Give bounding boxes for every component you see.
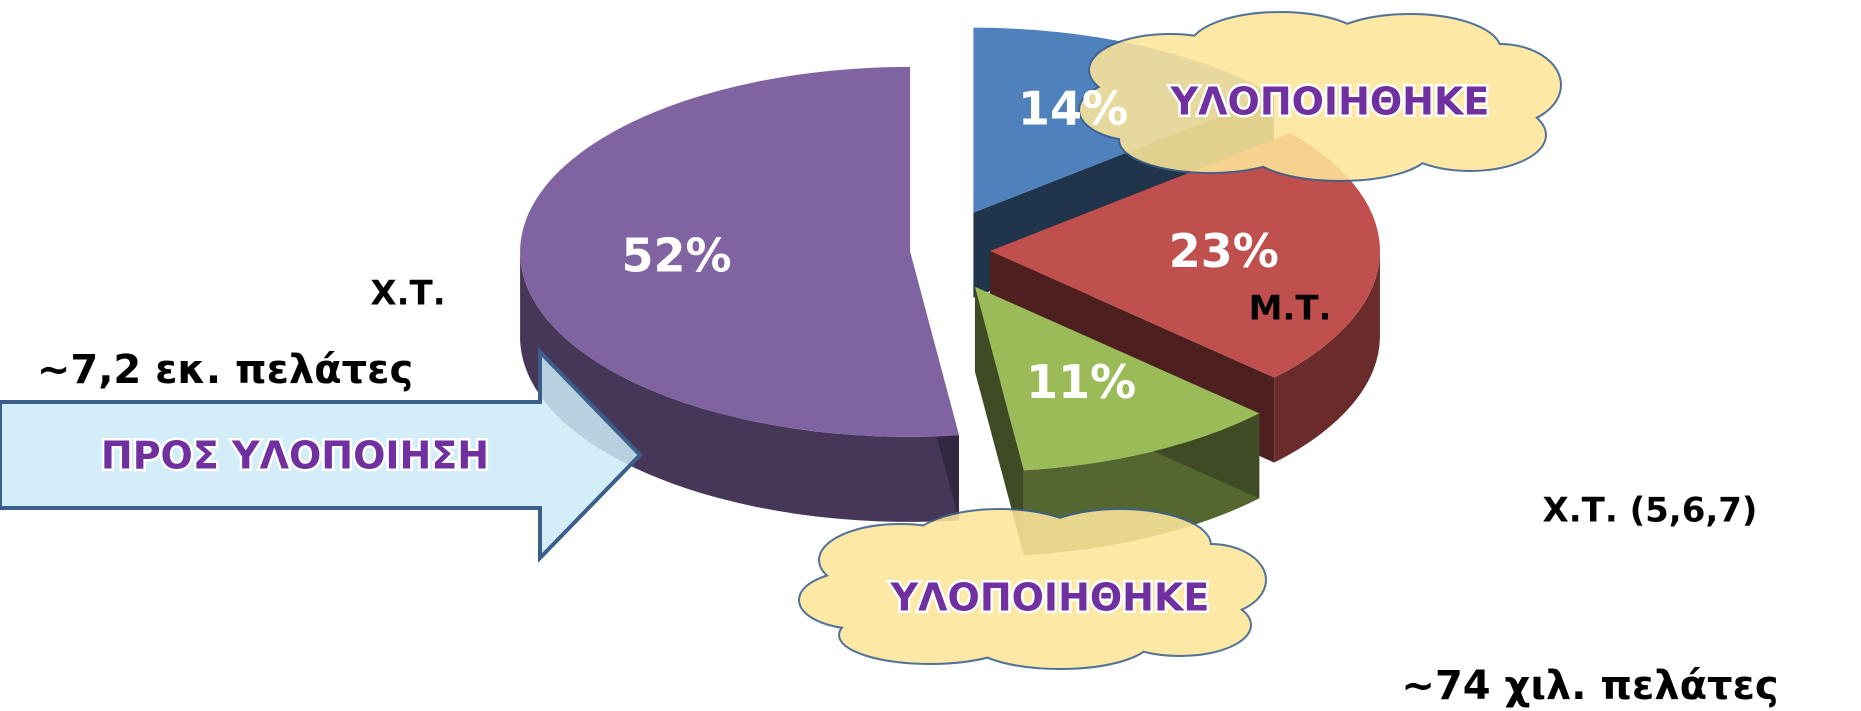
category-label: Χ.Τ. (5,6,7) <box>1543 491 1758 531</box>
slice-top <box>989 133 1380 378</box>
category-label: Χ.Τ. <box>370 274 445 314</box>
data-label: 14% <box>1018 82 1128 136</box>
category-label: Μ.Τ. <box>1249 289 1332 329</box>
data-label: 11% <box>1026 355 1136 409</box>
slice-wall <box>974 286 1024 556</box>
annotation: ΠΡΟΣ ΥΛΟΠΟΙΗΣΗ <box>101 434 489 478</box>
arrow <box>0 347 643 563</box>
data-label: 23% <box>1169 224 1279 278</box>
annotation: ~7,2 εκ. πελάτες <box>37 347 413 393</box>
slice-top <box>520 66 959 437</box>
annotation: ~74 χιλ. πελάτες <box>1401 663 1778 709</box>
slice-top <box>974 286 1260 471</box>
annotation: ΥΛΟΠΟΙΗΘΗΚΕ <box>1170 80 1490 124</box>
cloud-bottom <box>798 508 1267 670</box>
annotation: ΥΛΟΠΟΙΗΘΗΚΕ <box>890 576 1210 620</box>
cloud-top <box>1078 11 1562 182</box>
data-label: 52% <box>621 228 731 282</box>
slice-side <box>1274 250 1380 463</box>
